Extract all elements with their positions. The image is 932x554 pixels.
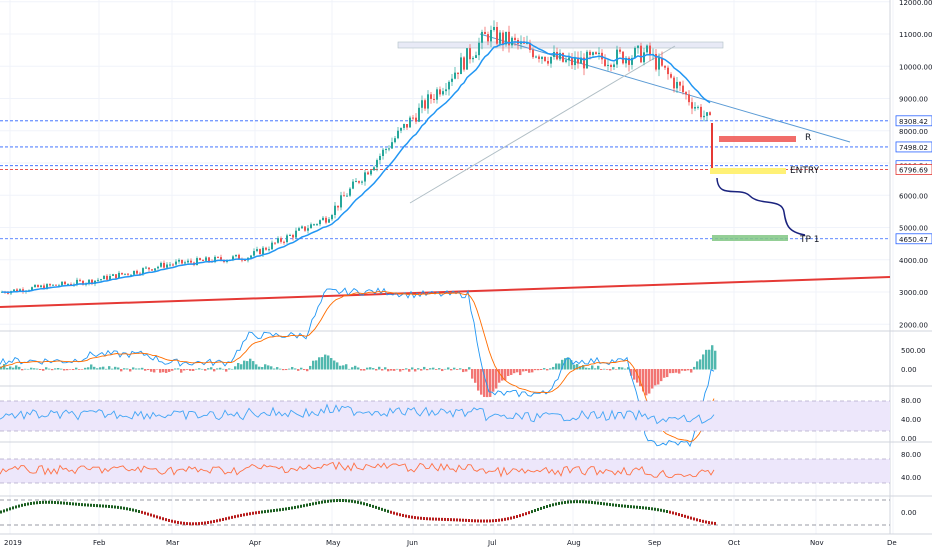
macd-pane[interactable] [0, 287, 717, 448]
price-tick: 3000.00 [899, 289, 928, 297]
support-trendline [0, 276, 891, 308]
price-tick: 6000.00 [899, 192, 928, 200]
stochastic-pane[interactable] [0, 458, 890, 484]
stochastic-tick: 80.00 [901, 451, 921, 459]
price-tick: 5000.00 [899, 225, 928, 233]
grid-lines [0, 0, 894, 534]
price-tick: 10000.00 [899, 63, 932, 71]
osc-axis: 0.00 [901, 509, 917, 517]
rsi-tick: 80.00 [901, 397, 921, 405]
price-tag-text: 8308.42 [899, 118, 928, 126]
price-tick: 11000.00 [899, 31, 932, 39]
price-tag-box [895, 115, 932, 127]
price-tick: 4000.00 [899, 257, 928, 265]
stochastic-line [0, 461, 715, 479]
entry-box [710, 168, 786, 174]
rsi-line [0, 403, 715, 425]
rsi-pane[interactable] [0, 400, 890, 432]
price-tick: 9000.00 [899, 96, 928, 104]
moving-average-line [1, 41, 711, 294]
signal-line [0, 290, 715, 442]
time-label: 2019 [4, 539, 22, 547]
oscillator-pane[interactable] [0, 498, 890, 526]
price-candles [1, 20, 711, 295]
pane-separators [0, 0, 932, 535]
rsi-tick: 40.00 [901, 416, 921, 424]
resistance-label: R [805, 133, 811, 143]
price-tick: 12000.00 [899, 0, 932, 7]
price-tag-text: 7498.02 [899, 144, 928, 152]
target-label: TP 1 [799, 235, 820, 245]
price-tick: 8000.00 [899, 128, 928, 136]
macd-line [0, 287, 715, 448]
time-label: Sep [648, 539, 662, 547]
entry-label: ENTRY [790, 166, 820, 176]
ascending-trendline [409, 45, 676, 204]
time-label: Oct [728, 539, 740, 547]
time-label: Mar [166, 539, 179, 547]
stochastic-tick: 40.00 [901, 474, 921, 482]
time-axis[interactable]: 2019 Feb Mar Apr May Jun Jul Aug Sep Oct Nov De [4, 539, 897, 547]
time-label: Aug [567, 539, 581, 547]
target-box [712, 235, 788, 241]
stochastic-axis: 80.00 40.00 [901, 451, 921, 482]
macd-tick: 500.00 [901, 347, 926, 355]
price-tag-box [895, 233, 932, 245]
projection-path [716, 177, 806, 236]
macd-histogram [0, 345, 717, 398]
price-pane[interactable]: R ENTRY TP 1 [0, 20, 891, 308]
time-label: Apr [249, 539, 261, 547]
stochastic-band [0, 459, 890, 483]
rsi-tick: 0.00 [901, 435, 917, 443]
macd-axis: 500.00 0.00 [901, 347, 926, 374]
price-tag-text: 4650.47 [899, 236, 928, 244]
top-resistance-zone [397, 41, 724, 49]
resistance-box [719, 136, 796, 142]
time-label: May [326, 539, 340, 547]
price-tag-text: 6796.69 [899, 167, 928, 175]
price-tick: 2000.00 [899, 321, 928, 329]
price-tag-box [895, 141, 932, 153]
descending-trendline [479, 33, 851, 143]
price-tag-box [895, 164, 932, 175]
time-label: Jun [406, 539, 418, 547]
osc-tick: 0.00 [901, 509, 917, 517]
rsi-axis: 80.00 40.00 0.00 [901, 397, 921, 443]
oscillator-bars [0, 498, 716, 526]
time-label: Nov [810, 539, 824, 547]
time-label: De [887, 539, 897, 547]
time-label: Jul [487, 539, 497, 547]
macd-tick: 0.00 [901, 366, 917, 374]
time-label: Feb [93, 539, 106, 547]
